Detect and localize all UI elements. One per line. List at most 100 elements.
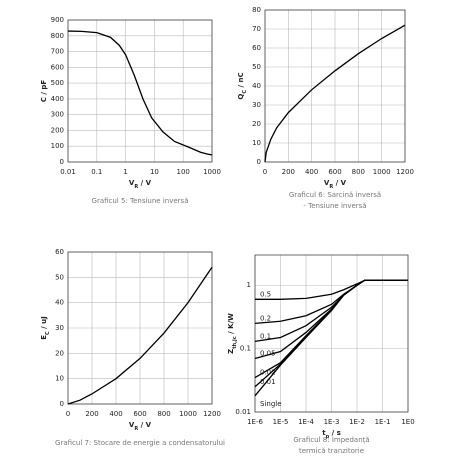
y-tick-label: 20 <box>55 349 64 357</box>
x-tick-label: 10 <box>150 168 159 176</box>
plot-frame <box>264 9 406 163</box>
y-tick-label: 900 <box>51 16 64 24</box>
y-axis-label: EC / uJ <box>40 316 51 340</box>
x-axis-label-part: / V <box>333 179 346 187</box>
x-tick-label: 1 <box>123 168 127 176</box>
caption: - Tensiune inversă <box>303 202 366 210</box>
x-tick-label: 1E-2 <box>349 418 365 426</box>
y-axis-label-part: E <box>40 335 48 340</box>
series-label: 0.5 <box>260 290 271 298</box>
data-line <box>67 30 213 156</box>
x-tick-label: 400 <box>109 410 122 418</box>
x-tick-label: 1E-3 <box>324 418 340 426</box>
y-tick-label: 700 <box>51 48 64 56</box>
y-tick-label: 10 <box>252 139 261 147</box>
y-tick-label: 300 <box>51 111 64 119</box>
x-tick-label: 100 <box>177 168 190 176</box>
x-axis-label-part: V <box>129 421 135 429</box>
x-tick-label: 600 <box>133 410 146 418</box>
x-tick-label: 200 <box>282 168 295 176</box>
y-tick-label: 30 <box>55 324 64 332</box>
x-axis-label-part: V <box>324 179 330 187</box>
x-tick-label: 1E0 <box>401 418 414 426</box>
caption: Graficul 8: Impedanță <box>293 436 369 445</box>
x-tick-label: 1E-6 <box>247 418 263 426</box>
x-axis-label-part: R <box>134 426 138 432</box>
y-axis-label-part: C <box>242 90 248 94</box>
series-label: 0.2 <box>260 314 271 322</box>
y-tick-label: 80 <box>252 6 261 14</box>
x-axis-label: VR / V <box>129 421 152 432</box>
y-axis-label-part: th,jc <box>232 336 238 349</box>
y-tick-label: 200 <box>51 126 64 134</box>
x-tick-label: 1000 <box>203 168 221 176</box>
y-tick-label: 600 <box>51 63 64 71</box>
y-axis-label-part: / nC <box>237 72 245 90</box>
series-label: Single <box>260 400 282 408</box>
data-line <box>67 266 213 405</box>
y-tick-label: 0 <box>60 400 64 408</box>
y-tick-label: 60 <box>55 248 64 256</box>
x-axis-label-part: V <box>129 179 135 187</box>
x-tick-label: 1200 <box>203 410 221 418</box>
data-line <box>264 24 406 163</box>
x-tick-label: 1E-1 <box>375 418 391 426</box>
data-line <box>254 279 408 397</box>
y-tick-label: 800 <box>51 32 64 40</box>
y-tick-label: 0.01 <box>235 408 251 416</box>
x-tick-label: 0.1 <box>91 168 102 176</box>
y-axis-label: C / pF <box>40 80 48 103</box>
x-tick-label: 600 <box>328 168 341 176</box>
plot-frame <box>67 251 213 405</box>
x-tick-label: 0 <box>263 168 267 176</box>
y-tick-label: 60 <box>252 44 261 52</box>
y-tick-label: 0 <box>60 158 64 166</box>
y-tick-label: 0 <box>257 158 261 166</box>
plot-frame <box>254 254 409 413</box>
y-axis-label-part: C / pF <box>40 80 48 103</box>
y-axis-label-part: Z <box>227 349 235 354</box>
series-label: 0.1 <box>260 332 271 340</box>
y-axis-label-part: C <box>45 331 51 335</box>
y-tick-label: 70 <box>252 25 261 33</box>
x-axis-label-part: / s <box>329 429 341 437</box>
x-tick-label: 0 <box>66 410 70 418</box>
y-axis-label: QC / nC <box>237 72 248 99</box>
y-tick-label: 500 <box>51 79 64 87</box>
x-axis-label-part: / V <box>138 421 151 429</box>
plot-frame <box>67 19 213 163</box>
y-tick-label: 1 <box>247 281 251 289</box>
y-tick-label: 40 <box>55 299 64 307</box>
y-tick-label: 50 <box>252 63 261 71</box>
x-tick-label: 0.01 <box>60 168 76 176</box>
y-axis-label: Zth,jc / K/W <box>227 313 238 354</box>
y-tick-label: 50 <box>55 273 64 281</box>
x-axis-label-part: R <box>134 184 138 190</box>
x-tick-label: 1000 <box>373 168 391 176</box>
x-tick-label: 800 <box>157 410 170 418</box>
series-label: 0.02 <box>260 369 276 377</box>
y-axis-label-part: / K/W <box>227 313 235 336</box>
x-tick-label: 200 <box>85 410 98 418</box>
x-tick-label: 1E-5 <box>273 418 289 426</box>
caption: Graficul 6: Sarcină inversă <box>289 191 381 199</box>
x-axis-label: tp / s <box>322 429 341 440</box>
y-tick-label: 400 <box>51 95 64 103</box>
y-tick-label: 30 <box>252 101 261 109</box>
y-axis-label-part: / uJ <box>40 316 48 331</box>
y-axis-label-part: Q <box>237 94 245 100</box>
x-axis-label: VR / V <box>129 179 152 190</box>
x-tick-label: 1000 <box>179 410 197 418</box>
x-axis-label-part: p <box>326 434 330 440</box>
x-tick-label: 1200 <box>396 168 414 176</box>
y-tick-label: 20 <box>252 120 261 128</box>
x-tick-label: 800 <box>352 168 365 176</box>
series-label: 0.01 <box>260 378 276 386</box>
series-label: 0.05 <box>260 349 276 357</box>
x-tick-label: 1E-4 <box>298 418 314 426</box>
x-axis-label-part: R <box>329 184 333 190</box>
caption: Graficul 5: Tensiune inversă <box>92 197 189 205</box>
x-axis-label: VR / V <box>324 179 347 190</box>
x-axis-label-part: t <box>322 429 326 437</box>
y-tick-label: 0.1 <box>240 345 251 353</box>
